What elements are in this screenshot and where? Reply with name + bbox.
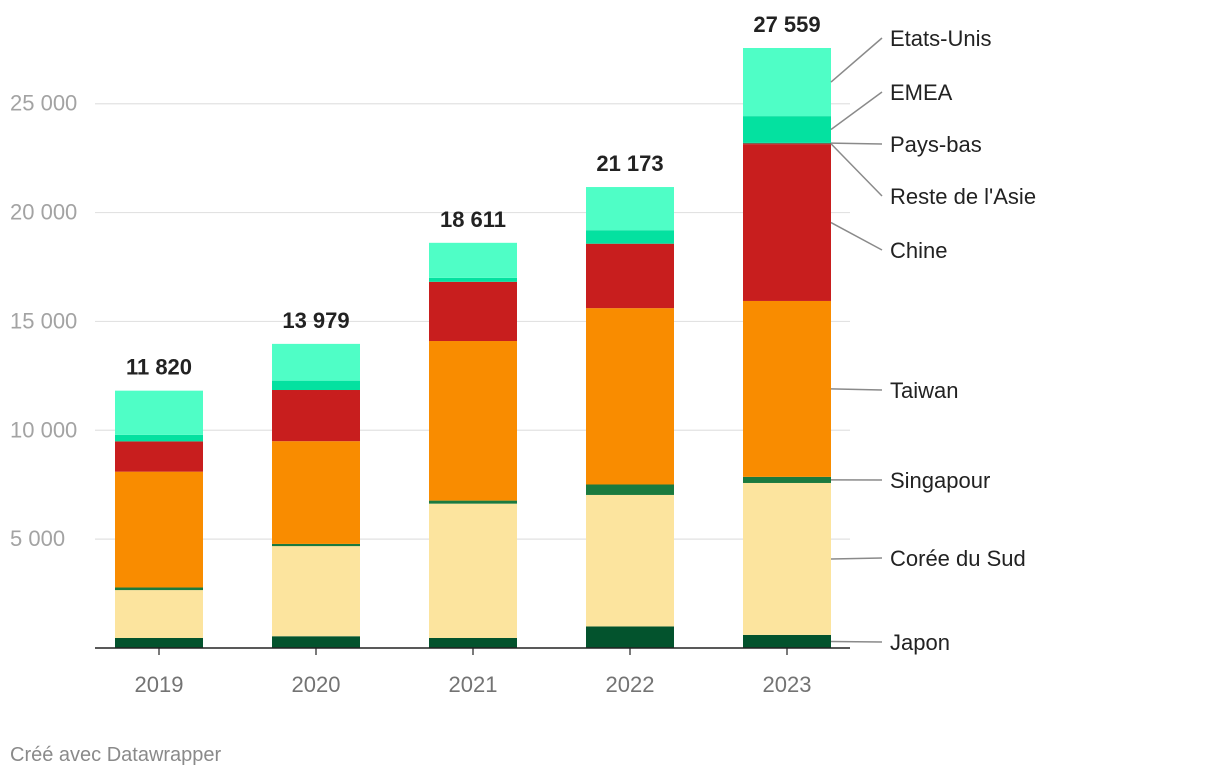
bar-segment-emea-2019: [115, 434, 203, 442]
legend-label-reste-de-l-asie: Reste de l'Asie: [890, 184, 1036, 209]
bar-segment-singapour-2019: [115, 587, 203, 591]
legend-leader-line: [830, 142, 883, 145]
bar-segment-japon-2021: [429, 637, 517, 648]
bar-segment-etats-unis-2023: [743, 48, 831, 117]
bars: [115, 48, 831, 648]
y-axis: 5 000 10 000 15 000 20 000 25 000: [10, 91, 77, 551]
legend-leader-line: [830, 557, 883, 560]
bar-segment-taiwan-2020: [272, 441, 360, 544]
bar-segment-emea-2022: [586, 230, 674, 244]
y-tick-label: 25 000: [10, 91, 77, 116]
bar-segment-emea-2021: [429, 277, 517, 282]
bar-segment-japon-2022: [586, 626, 674, 648]
bar-segment-japon-2019: [115, 637, 203, 648]
legend-label-pays-bas: Pays-bas: [890, 132, 982, 157]
bar-segment-japon-2020: [272, 636, 360, 648]
y-tick-label: 10 000: [10, 417, 77, 442]
y-tick-label: 5 000: [10, 526, 65, 551]
y-tick-label: 15 000: [10, 308, 77, 333]
bar-segment-emea-2020: [272, 380, 360, 391]
bar-segment-cor-e-du-sud-2021: [429, 503, 517, 638]
bar-segment-chine-2019: [115, 441, 203, 472]
legend-leader-line: [830, 221, 883, 251]
bar-segment-singapour-2020: [272, 543, 360, 547]
x-tick-label-2019: 2019: [135, 672, 184, 697]
bar-segment-chine-2020: [272, 390, 360, 442]
x-tick-label-2022: 2022: [606, 672, 655, 697]
bar-segment-singapour-2023: [743, 476, 831, 483]
legend-leader-line: [830, 143, 883, 197]
legend-label-cor-e-du-sud: Corée du Sud: [890, 546, 1026, 571]
legend: Japon Corée du Sud Singapour Taiwan Chine Res…: [830, 26, 1036, 655]
legend-label-emea: EMEA: [890, 80, 953, 105]
total-labels: 11 820 13 979 18 611 21 173 27 559: [126, 12, 821, 380]
legend-label-taiwan: Taiwan: [890, 378, 958, 403]
bar-segment-etats-unis-2022: [586, 187, 674, 231]
bar-segment-cor-e-du-sud-2023: [743, 482, 831, 635]
credit-text: Créé avec Datawrapper: [10, 744, 222, 766]
legend-leader-line: [830, 91, 883, 131]
bar-segment-cor-e-du-sud-2019: [115, 590, 203, 638]
legend-leader-line: [830, 388, 883, 391]
bar-segment-emea-2023: [743, 116, 831, 143]
bar-segment-etats-unis-2020: [272, 343, 360, 381]
bar-segment-cor-e-du-sud-2020: [272, 546, 360, 637]
bar-segment-etats-unis-2021: [429, 242, 517, 278]
bar-segment-japon-2023: [743, 634, 831, 648]
y-tick-label: 20 000: [10, 200, 77, 225]
total-label-2020: 13 979: [282, 308, 349, 333]
legend-label-singapour: Singapour: [890, 468, 990, 493]
total-label-2022: 21 173: [596, 151, 663, 176]
x-tick-label-2023: 2023: [763, 672, 812, 697]
bar-segment-chine-2022: [586, 243, 674, 309]
legend-label-japon: Japon: [890, 630, 950, 655]
total-label-2019: 11 820: [126, 355, 192, 380]
legend-leader-line: [830, 640, 883, 643]
bar-segment-taiwan-2022: [586, 308, 674, 485]
legend-label-chine: Chine: [890, 238, 947, 263]
bar-segment-taiwan-2023: [743, 300, 831, 477]
legend-label-etats-unis: Etats-Unis: [890, 26, 991, 51]
bar-segment-cor-e-du-sud-2022: [586, 494, 674, 627]
x-axis: 2019 2020 2021 2022 2023: [95, 647, 850, 697]
legend-leader-line: [830, 37, 883, 83]
bar-segment-reste-de-l-asie-2023: [743, 143, 831, 145]
total-label-2021: 18 611: [440, 207, 506, 232]
bar-segment-taiwan-2019: [115, 471, 203, 588]
bar-segment-singapour-2021: [429, 500, 517, 504]
bar-segment-taiwan-2021: [429, 341, 517, 501]
x-tick-label-2020: 2020: [292, 672, 341, 697]
x-tick-label-2021: 2021: [449, 672, 498, 697]
bar-segment-singapour-2022: [586, 484, 674, 495]
bar-segment-chine-2021: [429, 281, 517, 342]
bar-segment-chine-2023: [743, 144, 831, 301]
total-label-2023: 27 559: [753, 12, 820, 37]
bar-segment-etats-unis-2019: [115, 390, 203, 435]
